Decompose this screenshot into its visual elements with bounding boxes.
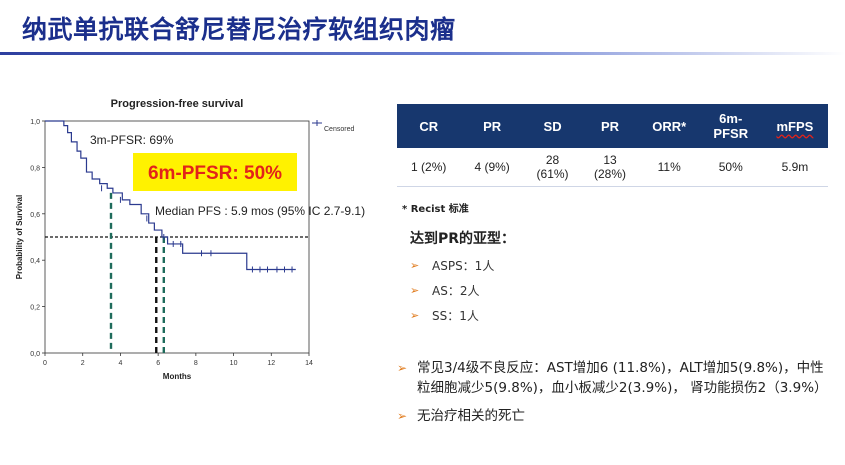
x-tick-label: 6 (156, 360, 160, 367)
y-axis-label: Probability of Survival (15, 195, 24, 279)
table-cell: 11% (638, 148, 700, 187)
list-item: ➢ AS：2人 (410, 278, 494, 303)
survival-curve (45, 120, 296, 271)
list-item-label: SS：1人 (432, 309, 479, 323)
table-cell: 28 (61%) (523, 148, 582, 187)
x-axis-label: Months (163, 372, 192, 381)
pr-subtype-list: ➢ ASPS：1人 ➢ AS：2人 ➢ SS：1人 (410, 253, 494, 328)
y-tick-label: 0,4 (30, 258, 40, 265)
table-header-row: CR PR SD PR ORR* 6m- PFSR mFPS (397, 104, 828, 148)
note-text: 无治疗相关的死亡 (417, 408, 525, 424)
bullet-arrow-icon: ➢ (397, 409, 408, 423)
x-tick-label: 14 (305, 360, 313, 367)
table-row: 1 (2%) 4 (9%) 28 (61%) 13 (28%) 11% 50% 5.9m (397, 148, 828, 187)
footnote: * Recist 标准 (402, 204, 469, 215)
median-annotation: Median PFS : 5.9 mos (95% IC 2.7-9.1) (155, 204, 365, 218)
response-table: CR PR SD PR ORR* 6m- PFSR mFPS 1 (2%) 4 (9%) 28 (6… (397, 104, 828, 187)
y-tick-label: 1,0 (30, 119, 40, 126)
x-tick-label: 8 (194, 360, 198, 367)
table-header-cell: ORR* (638, 104, 700, 148)
bullet-arrow-icon: ➢ (410, 309, 420, 322)
bullet-arrow-icon: ➢ (397, 361, 408, 375)
table-header-cell: 6m- PFSR (699, 104, 762, 148)
table-cell: 5.9m (761, 148, 828, 187)
list-item-label: ASPS：1人 (432, 259, 495, 273)
chart-title: Progression-free survival (111, 98, 244, 110)
pr-subtype-heading: 达到PR的亚型： (410, 231, 516, 247)
x-tick-label: 12 (267, 360, 275, 367)
y-tick-label: 0,6 (30, 212, 40, 219)
table-cell: 50% (699, 148, 762, 187)
y-tick-label: 0,2 (30, 305, 40, 312)
x-tick-label: 4 (118, 360, 122, 367)
pfs6-annotation: 6m-PFSR: 50% (148, 163, 282, 184)
x-tick-label: 10 (230, 360, 238, 367)
legend-label: Censored (324, 126, 354, 133)
pfs-chart: Progression-free survival 0,0 0,2 0,4 0,6 0,8… (15, 98, 365, 381)
table-cell: 13 (28%) (581, 148, 639, 187)
title-underline (0, 52, 845, 55)
bullet-arrow-icon: ➢ (410, 259, 420, 272)
page-title: 纳武单抗联合舒尼替尼治疗软组织肉瘤 (22, 15, 456, 44)
table-header-cell: CR (397, 104, 461, 148)
y-tick-label: 0,8 (30, 165, 40, 172)
table-cell: 1 (2%) (397, 148, 461, 187)
highlight-box (133, 153, 297, 191)
table-header-cell: PR (460, 104, 524, 148)
list-item: ➢ 无治疗相关的死亡 (397, 406, 837, 426)
table-header-cell: SD (523, 104, 582, 148)
y-tick-label: 0,0 (30, 351, 40, 358)
note-text: 常见3/4级不良反应：AST增加6 (11.8%)，ALT增加5(9.8%)，中… (417, 360, 828, 396)
table-cell: 4 (9%) (460, 148, 524, 187)
x-tick-label: 2 (81, 360, 85, 367)
list-item: ➢ SS：1人 (410, 303, 494, 328)
bullet-arrow-icon: ➢ (410, 284, 420, 297)
table-header-cell: mFPS (761, 104, 828, 148)
pfs3-annotation: 3m-PFSR: 69% (90, 133, 174, 147)
x-tick-label: 0 (43, 360, 47, 367)
list-item: ➢ ASPS：1人 (410, 253, 494, 278)
table-header-cell: PR (581, 104, 639, 148)
list-item: ➢ 常见3/4级不良反应：AST增加6 (11.8%)，ALT增加5(9.8%)，… (397, 358, 837, 398)
list-item-label: AS：2人 (432, 284, 480, 298)
notes-list: ➢ 常见3/4级不良反应：AST增加6 (11.8%)，ALT增加5(9.8%)，… (397, 358, 837, 434)
